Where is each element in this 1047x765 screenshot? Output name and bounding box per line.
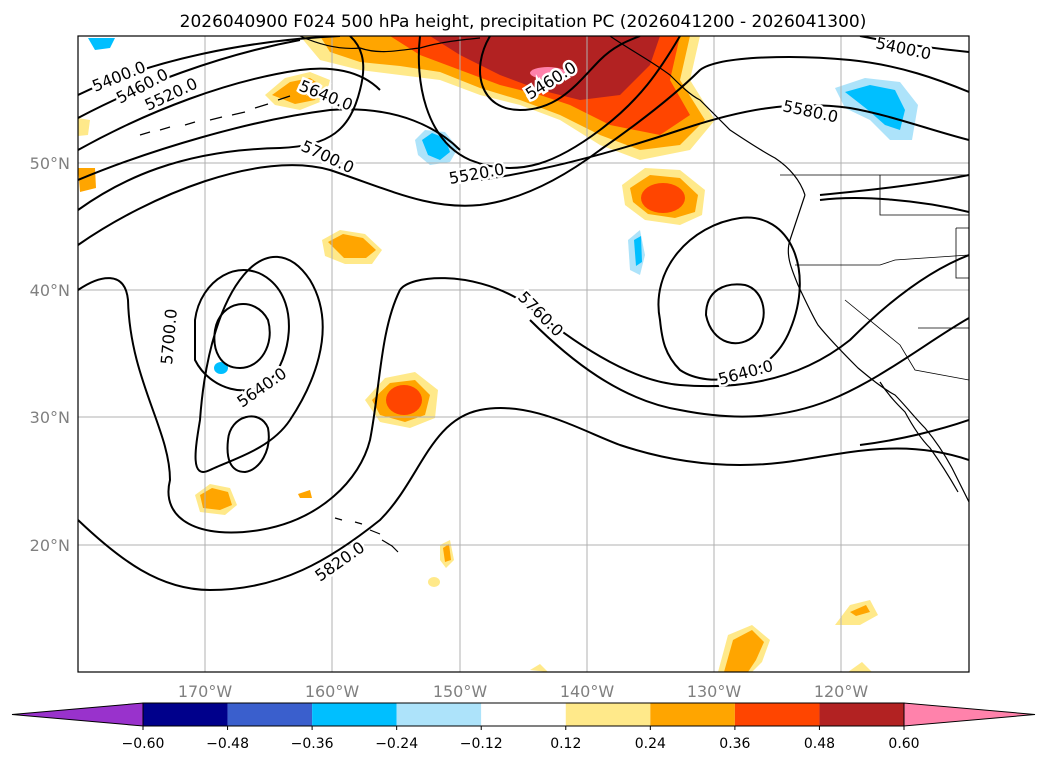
map-frame <box>77 35 970 673</box>
colorbar-frame <box>142 702 905 727</box>
lat-tick-label: 40°N <box>30 281 70 300</box>
colorbar-tick-label: −0.24 <box>375 736 418 752</box>
lon-tick-label: 170°W <box>178 682 233 701</box>
colorbar-segment <box>396 703 482 726</box>
lon-tick-label: 130°W <box>687 682 742 701</box>
colorbar-segment <box>227 703 313 726</box>
colorbar: −0.60 −0.48 −0.36 −0.24 −0.12 0.12 0.24 0.36 0.4… <box>11 702 1036 752</box>
colorbar-tick-label: 0.48 <box>804 736 835 752</box>
lat-tick-label: 20°N <box>30 536 70 555</box>
colorbar-tick-label: 0.24 <box>635 736 666 752</box>
colorbar-segment <box>565 703 651 726</box>
map-title: 2026040900 F024 500 hPa height, precipit… <box>180 12 867 32</box>
colorbar-extend-low <box>11 702 144 727</box>
colorbar-segment <box>734 703 820 726</box>
colorbar-segment <box>312 703 397 726</box>
lat-tick-label: 50°N <box>30 154 70 173</box>
colorbar-segment <box>650 703 735 726</box>
colorbar-segment <box>819 703 904 726</box>
colorbar-tick-label: −0.48 <box>206 736 249 752</box>
colorbar-tick-label: −0.36 <box>291 736 334 752</box>
colorbar-extend-high <box>903 702 1036 727</box>
colorbar-tick-label: −0.60 <box>122 736 165 752</box>
lon-tick-label: 120°W <box>814 682 869 701</box>
map-background <box>78 36 969 672</box>
colorbar-tick-label: −0.12 <box>460 736 503 752</box>
graticule <box>78 36 969 672</box>
height-contours <box>78 36 969 592</box>
colorbar-tick-label: 0.60 <box>888 736 919 752</box>
map-panel: 5400.0 5460.0 5520.0 5640.0 5700.0 5520.… <box>77 35 970 673</box>
lon-tick-label: 140°W <box>560 682 615 701</box>
colorbar-segment <box>481 703 566 726</box>
colorbar-tick-label: 0.36 <box>719 736 750 752</box>
colorbar-segment <box>143 703 228 726</box>
lon-tick-label: 150°W <box>433 682 488 701</box>
longitude-labels: 170°W 160°W 150°W 140°W 130°W 120°W <box>178 682 869 701</box>
colorbar-tick-label: 0.12 <box>550 736 581 752</box>
latitude-labels: 50°N 40°N 30°N 20°N <box>30 154 70 555</box>
lat-tick-label: 30°N <box>30 408 70 427</box>
lon-tick-label: 160°W <box>305 682 360 701</box>
